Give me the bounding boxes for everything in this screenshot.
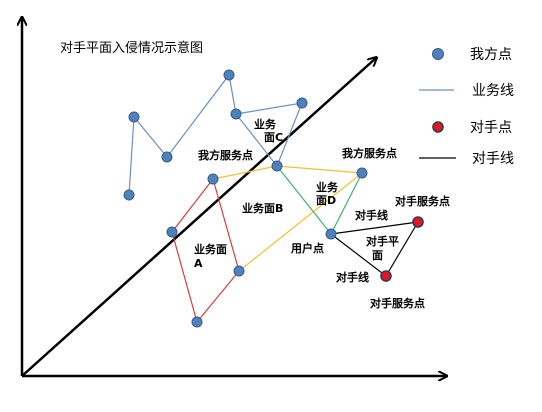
our-point [230,108,242,120]
legend-rival-line-label: 对手线 [472,151,514,167]
plane-b-line-1 [212,165,278,180]
rival-plane-lines [330,221,419,277]
rival-points [380,216,424,282]
our-points [123,69,368,328]
legend-rival-point-label: 对手点 [470,120,512,136]
plane-a-label-1: 业务面 [194,242,227,256]
rival-line-lower [330,233,387,277]
rival-line-side [385,221,419,277]
legend: 我方点 业务线 对手点 对手线 [419,47,514,167]
plane-d-lines [276,165,363,235]
legend-our-point-icon [432,48,444,60]
our-point [223,69,235,81]
plane-c-label-1: 业务 [254,117,277,131]
plane-d-line-2 [330,172,363,235]
legend-service-line-label: 业务线 [472,83,514,99]
plane-b-lines [212,165,363,272]
diagram-title: 对手平面入侵情况示意图 [60,40,203,56]
diagonal-boundary-arrow [21,58,376,377]
rival-service-point-upper [412,216,424,228]
our-point [128,111,140,123]
plane-a-label-2: A [194,257,203,270]
rival-plane-label-2: 面 [372,249,383,262]
legend-rival-point-icon [432,121,444,133]
our-service-point-left [207,173,219,185]
our-point [233,265,245,277]
our-service-point-left-label: 我方服务点 [198,148,253,162]
our-point [166,226,178,238]
rival-plane-label-1: 对手平 [366,234,399,248]
plane-c-label-2: 面C [264,131,283,144]
rival-service-point-lower [380,270,392,282]
rival-service-point-lower-label: 对手服务点 [370,296,425,310]
plane-d-line-1 [276,165,332,235]
plane-b-label: 业务面B [242,201,283,215]
plane-b-line-3 [238,172,363,272]
rival-line-upper-label: 对手线 [355,208,388,222]
our-service-point-right-label: 我方服务点 [342,146,397,160]
our-point [123,189,135,201]
plane-c-line-to-service [235,113,278,167]
user-point-label: 用户点 [291,241,324,255]
our-service-point-right [356,167,368,179]
rival-line-lower-label: 对手线 [336,270,369,284]
plane-d-label-1: 业务 [316,180,339,194]
our-point [296,97,308,109]
rival-service-point-upper-label: 对手服务点 [395,194,450,208]
rival-line-upper [330,221,419,235]
our-point [161,151,173,163]
user-point [325,228,337,240]
plane-d-label-2: 面D [316,194,336,207]
our-point [191,316,203,328]
legend-our-point-label: 我方点 [470,47,512,63]
our-service-point-center [271,160,283,172]
plane-b-line-2 [276,165,363,174]
